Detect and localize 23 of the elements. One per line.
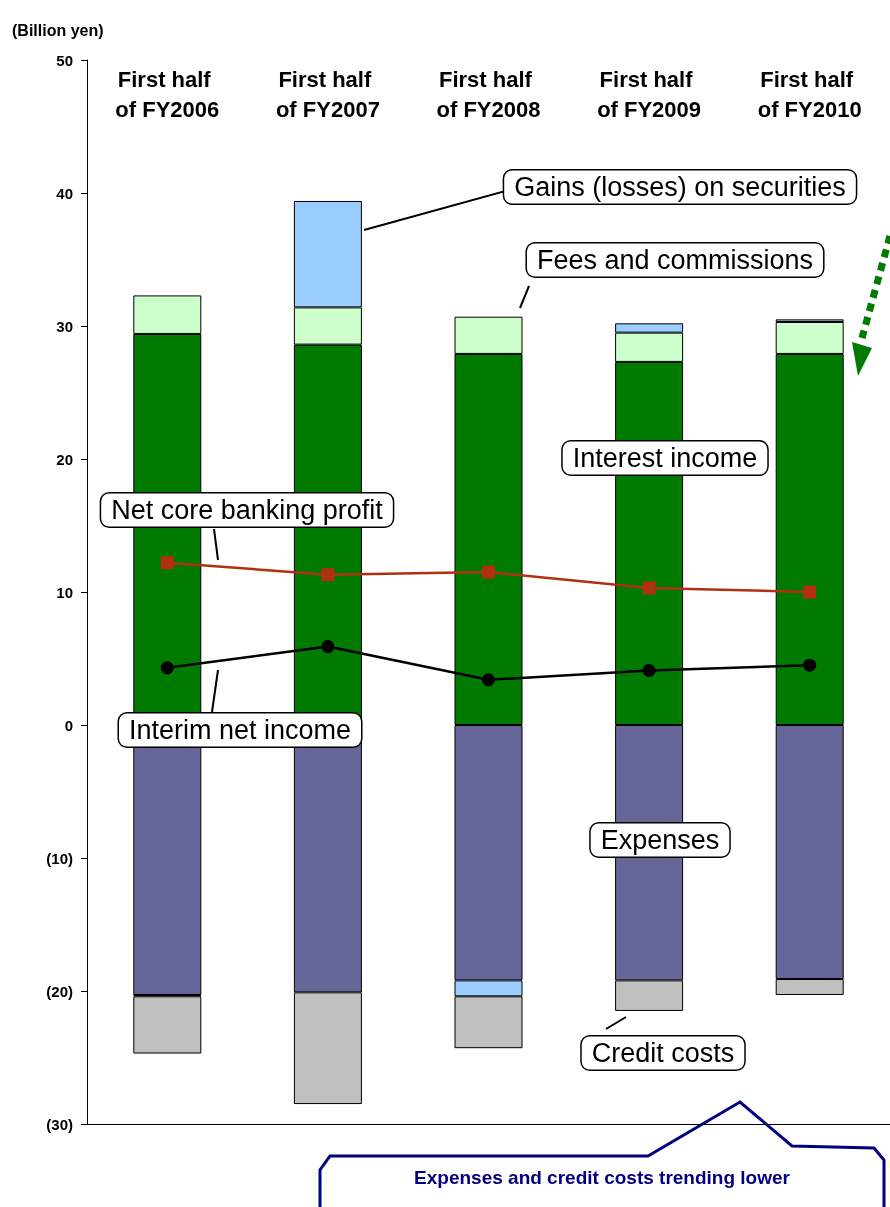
y-tick-label: 20: [56, 450, 73, 468]
y-tick-label: (20): [46, 982, 73, 1000]
series-label: Interest income: [572, 443, 758, 473]
legend-label: Interim net income: [128, 715, 352, 745]
y-tick-label: 50: [56, 51, 73, 69]
y-axis-title: (Billion yen): [12, 21, 104, 39]
y-tick-label: 0: [64, 716, 73, 734]
y-tick-label: 40: [56, 184, 73, 202]
x-tick-label: First half of FY2007: [275, 66, 380, 122]
x-tick-label: First half of FY2006: [115, 66, 220, 122]
series-label: Fees and commissions: [536, 245, 814, 275]
y-tick-label: 10: [56, 583, 73, 601]
series-label: Expenses: [600, 825, 720, 855]
y-tick-label: 30: [56, 317, 73, 335]
legend-label: Credit costs: [591, 1038, 735, 1068]
x-tick-label: First half of FY2009: [597, 66, 702, 122]
y-tick-label: (30): [46, 1115, 73, 1133]
y-tick-label: (10): [46, 849, 73, 867]
x-tick-label: First half of FY2008: [436, 66, 541, 122]
series-label: Net core banking profit: [111, 495, 384, 525]
text: Gains (losses) on securities: [514, 172, 846, 202]
text: Expenses and credit costs trending lower: [414, 1166, 791, 1188]
x-tick-label: First half of FY2010: [757, 66, 862, 122]
